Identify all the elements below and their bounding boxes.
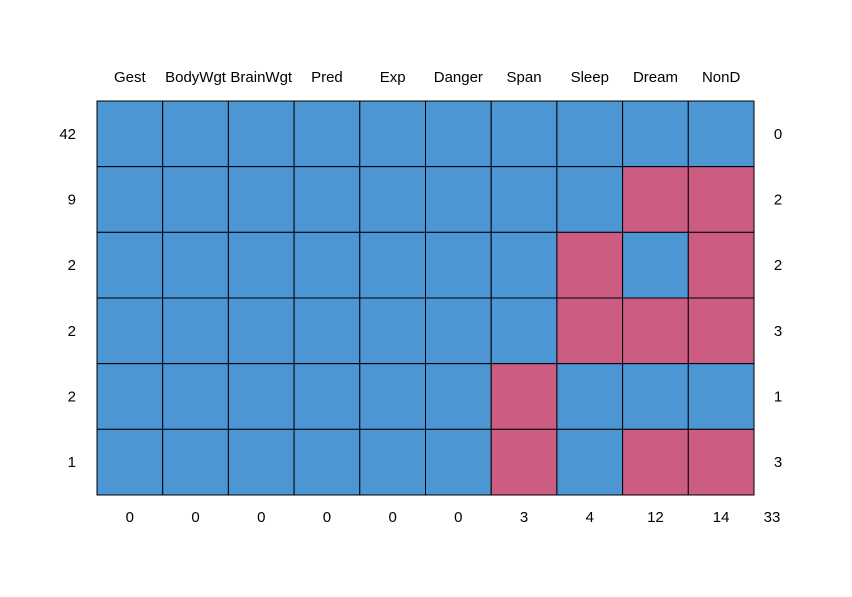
column-missing-total: 0 xyxy=(388,509,396,526)
column-label: Span xyxy=(507,69,542,86)
column-missing-total: 14 xyxy=(713,509,730,526)
pattern-cell xyxy=(359,428,426,496)
pattern-cell xyxy=(687,100,755,168)
row-missing-total: 3 xyxy=(774,454,782,471)
pattern-cell xyxy=(293,100,361,168)
pattern-cell xyxy=(162,231,229,299)
column-label: Sleep xyxy=(571,69,609,86)
pattern-cell xyxy=(227,297,295,365)
row-count: 2 xyxy=(68,257,76,274)
pattern-cell xyxy=(425,297,492,365)
pattern-cell xyxy=(622,428,689,496)
pattern-cell xyxy=(556,297,624,365)
column-missing-total: 3 xyxy=(520,509,528,526)
pattern-cell xyxy=(293,231,361,299)
pattern-cell xyxy=(622,363,689,430)
row-count: 2 xyxy=(68,323,76,340)
row-missing-total: 1 xyxy=(774,389,782,406)
column-label: Dream xyxy=(633,69,678,86)
pattern-cell xyxy=(293,297,361,365)
pattern-cell xyxy=(425,100,492,168)
row-missing-total: 2 xyxy=(774,257,782,274)
column-missing-total: 0 xyxy=(126,509,134,526)
pattern-cell xyxy=(359,297,426,365)
pattern-cell xyxy=(162,297,229,365)
row-count: 1 xyxy=(68,454,76,471)
pattern-cell xyxy=(556,231,624,299)
pattern-cell xyxy=(162,166,229,233)
pattern-cell xyxy=(227,428,295,496)
pattern-cell xyxy=(490,363,558,430)
pattern-cell xyxy=(622,231,689,299)
column-label: BodyWgt xyxy=(165,69,227,86)
pattern-cell xyxy=(359,231,426,299)
pattern-cell xyxy=(162,100,229,168)
pattern-cell xyxy=(687,297,755,365)
pattern-cell xyxy=(556,428,624,496)
pattern-cell xyxy=(96,100,164,168)
pattern-cell xyxy=(490,428,558,496)
pattern-cell xyxy=(687,428,755,496)
column-missing-total: 4 xyxy=(586,509,594,526)
row-count: 9 xyxy=(68,192,76,209)
pattern-cell xyxy=(556,166,624,233)
column-label: Danger xyxy=(434,69,483,86)
pattern-cell xyxy=(293,166,361,233)
row-count: 42 xyxy=(59,126,76,143)
pattern-cell xyxy=(622,166,689,233)
pattern-cell xyxy=(293,363,361,430)
pattern-cell xyxy=(556,363,624,430)
pattern-cell xyxy=(96,363,164,430)
pattern-cell xyxy=(622,297,689,365)
pattern-cell xyxy=(687,231,755,299)
pattern-cell xyxy=(359,100,426,168)
column-label: Gest xyxy=(114,69,147,86)
pattern-cell xyxy=(96,428,164,496)
row-missing-total: 2 xyxy=(774,192,782,209)
pattern-cell xyxy=(96,297,164,365)
column-missing-total: 12 xyxy=(647,509,664,526)
column-missing-total: 0 xyxy=(323,509,331,526)
column-missing-total: 0 xyxy=(257,509,265,526)
column-label: BrainWgt xyxy=(230,69,293,86)
pattern-cell xyxy=(227,231,295,299)
column-label: Exp xyxy=(380,69,406,86)
row-missing-total: 3 xyxy=(774,323,782,340)
column-label: NonD xyxy=(702,69,741,86)
pattern-cell xyxy=(293,428,361,496)
pattern-cell xyxy=(490,166,558,233)
pattern-cell xyxy=(227,363,295,430)
pattern-cell xyxy=(490,231,558,299)
pattern-cell xyxy=(162,363,229,430)
pattern-cell xyxy=(96,166,164,233)
pattern-cell xyxy=(425,231,492,299)
pattern-cell xyxy=(490,100,558,168)
pattern-cell xyxy=(227,100,295,168)
pattern-cell xyxy=(556,100,624,168)
column-missing-total: 0 xyxy=(191,509,199,526)
pattern-cell xyxy=(622,100,689,168)
pattern-cell xyxy=(425,363,492,430)
pattern-cell xyxy=(425,166,492,233)
pattern-cell xyxy=(687,166,755,233)
column-label: Pred xyxy=(311,69,343,86)
pattern-cell xyxy=(359,166,426,233)
pattern-cell xyxy=(425,428,492,496)
pattern-cell xyxy=(359,363,426,430)
row-count: 2 xyxy=(68,389,76,406)
column-missing-total: 0 xyxy=(454,509,462,526)
pattern-cell xyxy=(490,297,558,365)
pattern-cell xyxy=(162,428,229,496)
pattern-cell xyxy=(687,363,755,430)
pattern-cell xyxy=(227,166,295,233)
row-missing-total: 0 xyxy=(774,126,782,143)
pattern-cell xyxy=(96,231,164,299)
grand-total-missing: 33 xyxy=(764,509,781,526)
